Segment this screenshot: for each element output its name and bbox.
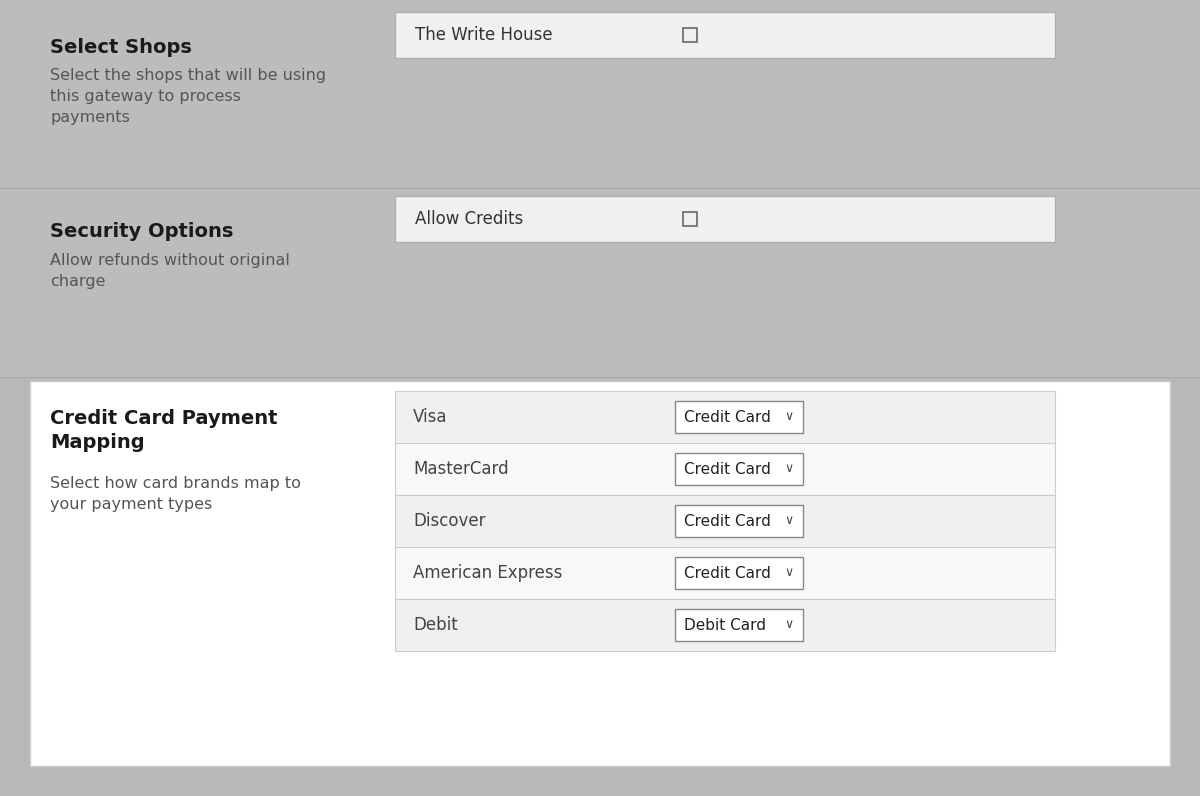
Text: American Express: American Express [413,564,563,582]
Text: ∨: ∨ [785,462,793,475]
Text: ∨: ∨ [785,514,793,528]
Text: Credit Card: Credit Card [684,462,770,477]
Text: Allow Credits: Allow Credits [415,210,523,228]
Bar [395,196,1055,242]
Bar [0,377,1200,378]
Bar [0,189,1200,378]
Bar [674,401,803,433]
Text: Select how card brands map to
your payment types: Select how card brands map to your payme… [50,476,301,512]
Text: Credit Card Payment: Credit Card Payment [50,409,277,428]
Text: Discover: Discover [413,512,486,530]
Text: Select the shops that will be using
this gateway to process
payments: Select the shops that will be using this… [50,68,326,125]
Bar [395,599,1055,651]
Text: Visa: Visa [413,408,448,426]
Bar [0,0,1200,189]
Text: Debit: Debit [413,616,457,634]
Text: Select Shops: Select Shops [50,38,192,57]
Text: MasterCard: MasterCard [413,460,509,478]
Bar [683,28,697,42]
Bar [395,495,1055,547]
Text: Security Options: Security Options [50,222,233,241]
Text: The Write House: The Write House [415,26,553,44]
Bar [674,609,803,641]
Text: ∨: ∨ [785,567,793,579]
Bar [395,12,1055,58]
Bar [0,188,1200,189]
Text: Mapping: Mapping [50,433,145,452]
Bar [395,547,1055,599]
Text: ∨: ∨ [785,618,793,631]
Text: Credit Card: Credit Card [684,409,770,424]
Bar [395,391,1055,443]
Bar [674,505,803,537]
Bar [30,381,1170,766]
Bar [683,212,697,226]
Text: Credit Card: Credit Card [684,513,770,529]
Bar [395,443,1055,495]
Bar [674,557,803,589]
Text: Credit Card: Credit Card [684,565,770,580]
Text: Allow refunds without original
charge: Allow refunds without original charge [50,253,290,289]
Bar [674,453,803,485]
Text: ∨: ∨ [785,411,793,423]
Text: Debit Card: Debit Card [684,618,766,633]
